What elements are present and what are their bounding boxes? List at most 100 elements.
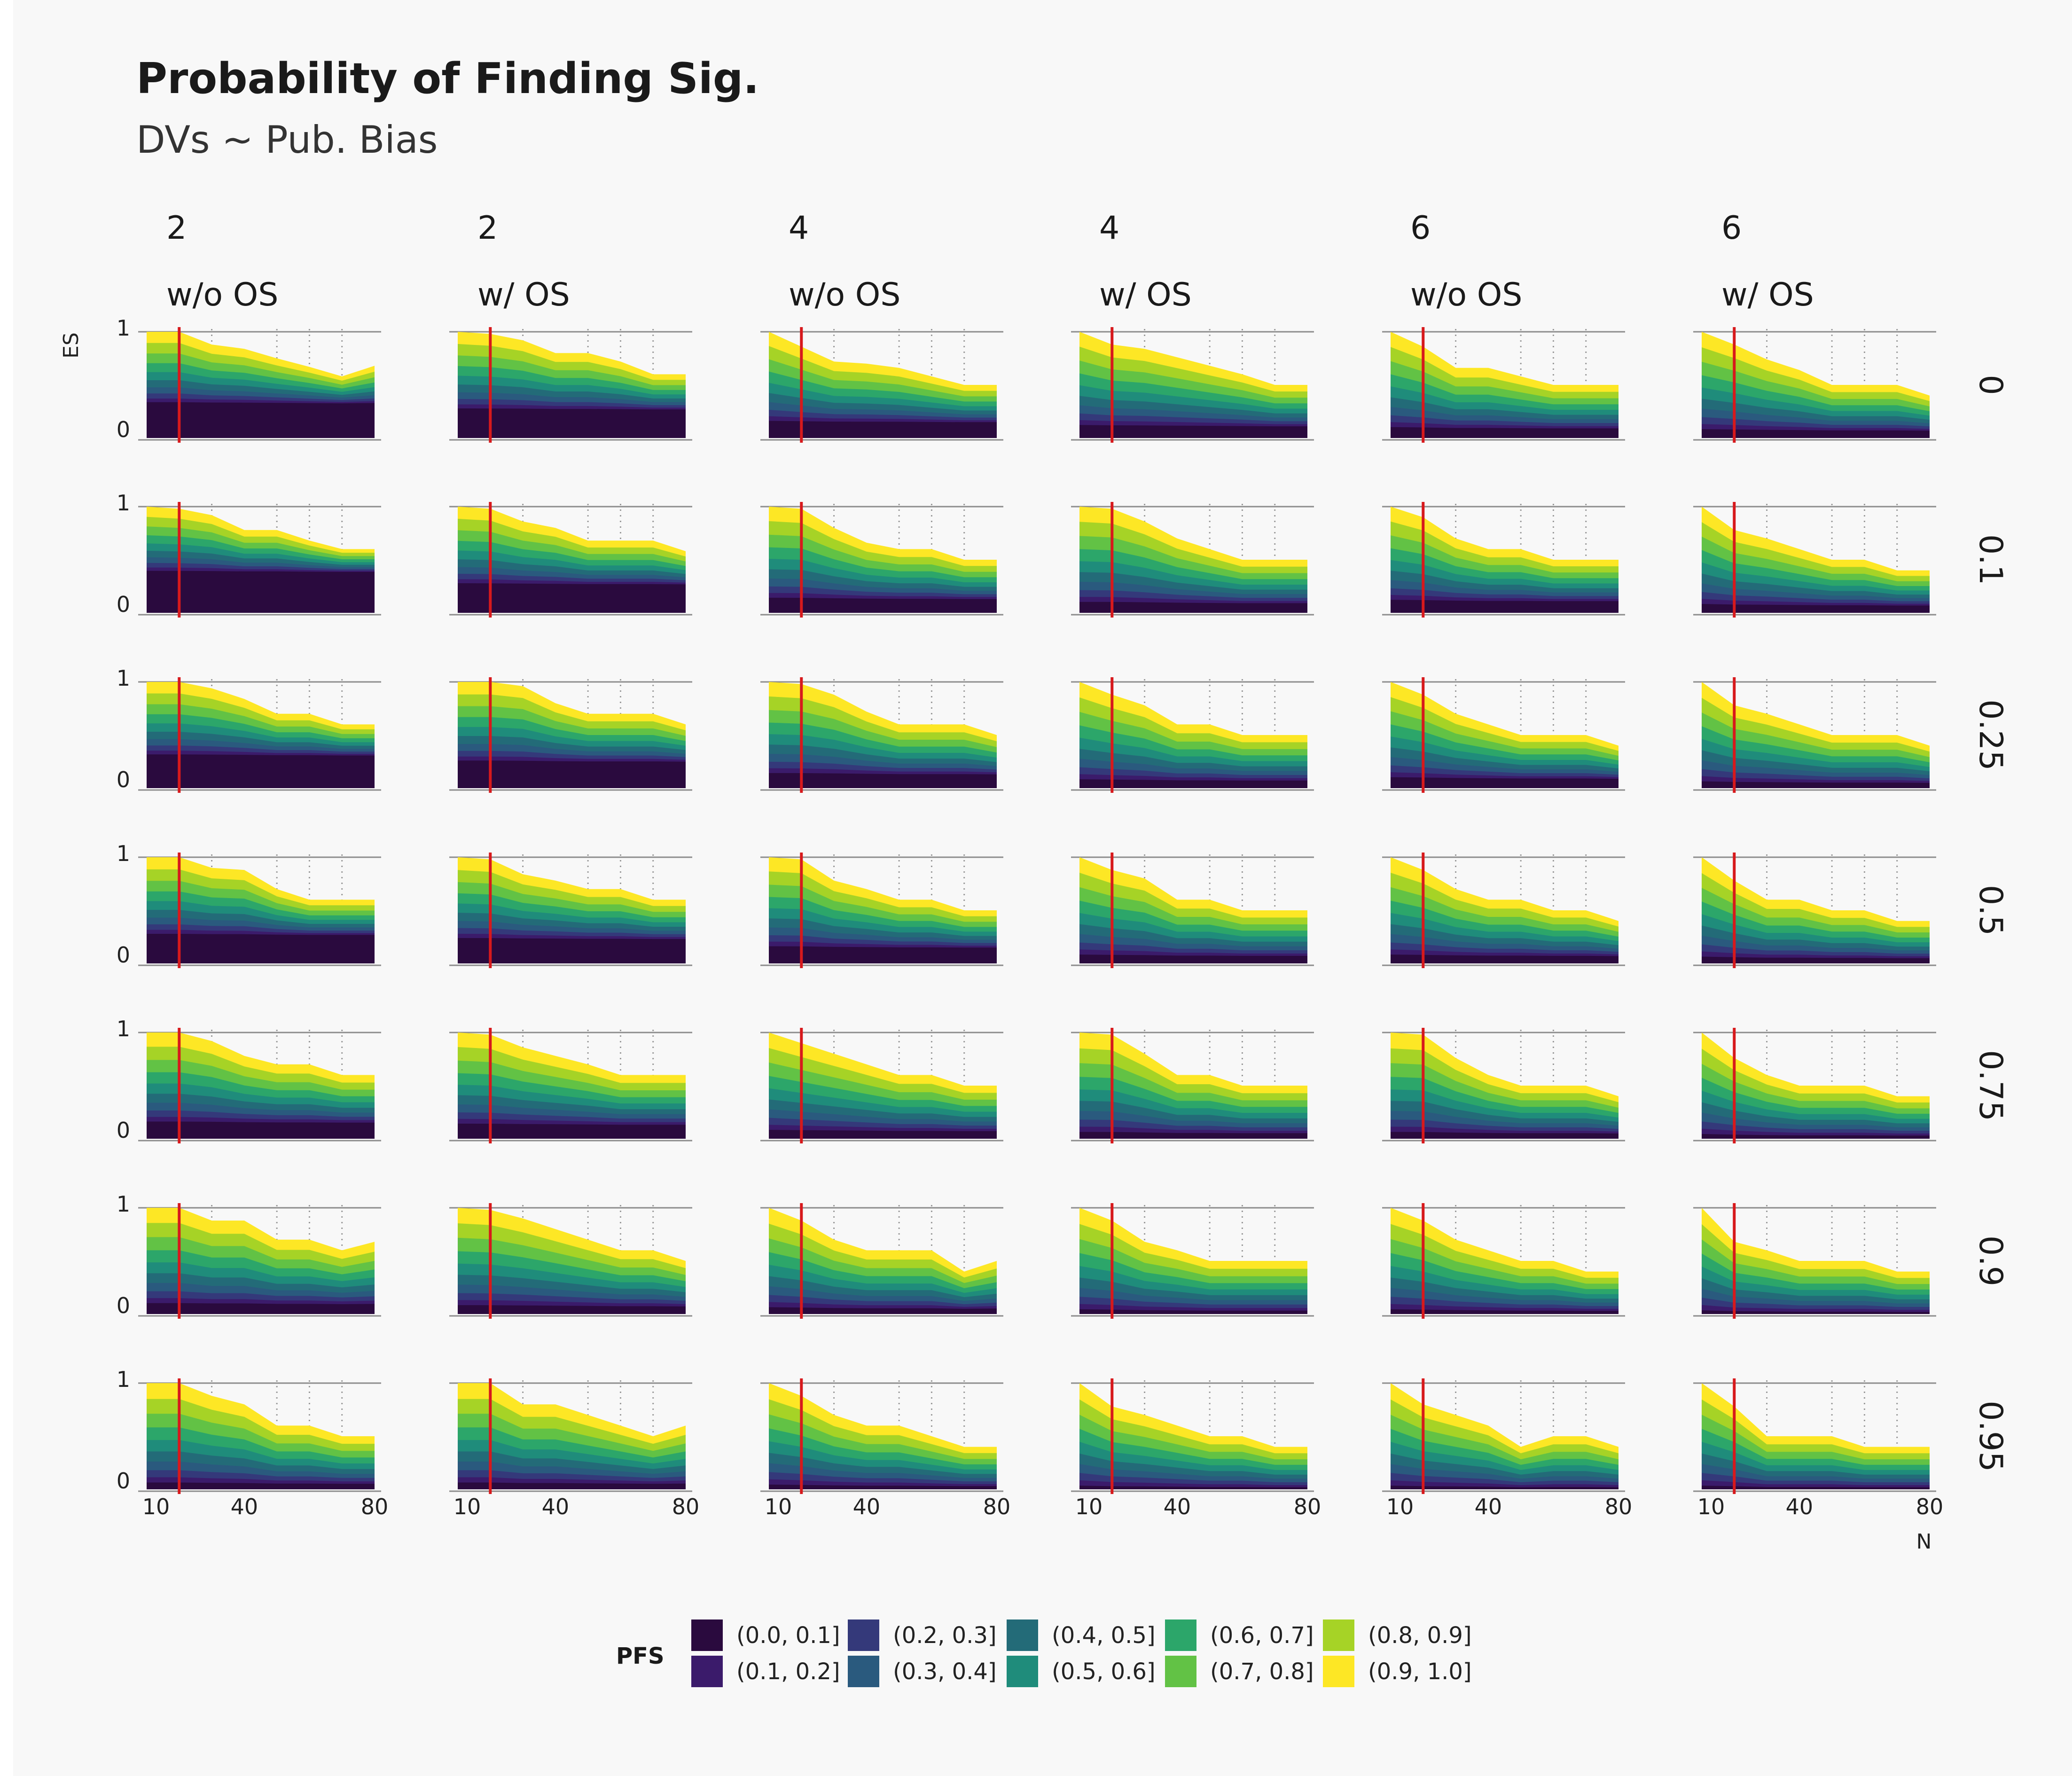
- x-tick-label: 10: [453, 1494, 481, 1519]
- y-tick-label: 1: [117, 490, 130, 516]
- pfs-band: [1702, 961, 1930, 963]
- panel: [1382, 1203, 1625, 1319]
- pfs-band: [458, 775, 686, 788]
- panel: [1382, 677, 1625, 793]
- panel: [760, 502, 1003, 618]
- panel: [1071, 1028, 1314, 1143]
- pfs-band: [1702, 786, 1930, 788]
- y-tick-label: 1: [117, 665, 130, 691]
- legend-swatch: [1165, 1620, 1196, 1651]
- panel: [1382, 1028, 1625, 1143]
- y-tick-label: 0: [117, 1118, 130, 1143]
- pfs-band: [1079, 1313, 1307, 1314]
- panel: [449, 502, 692, 618]
- panel: [449, 1028, 692, 1143]
- column-strip-os: w/ OS: [477, 276, 570, 313]
- pfs-band: [1391, 1313, 1619, 1314]
- x-tick-label: 10: [142, 1494, 170, 1519]
- legend-label: (0.9, 1.0]: [1368, 1659, 1472, 1685]
- legend-swatch: [1323, 1656, 1354, 1687]
- x-tick-label: 40: [1786, 1494, 1814, 1519]
- pfs-band: [1079, 1136, 1307, 1139]
- legend-label: (0.7, 0.8]: [1210, 1659, 1314, 1685]
- x-tick-label: 80: [1916, 1494, 1944, 1519]
- panel: 10: [117, 315, 381, 443]
- panel: [449, 327, 692, 443]
- pfs-band: [1391, 1309, 1619, 1314]
- y-tick-label: 1: [117, 1367, 130, 1392]
- column-strip-os: w/o OS: [1410, 276, 1522, 313]
- y-tick-label: 0: [117, 1293, 130, 1318]
- x-tick-label: 40: [1164, 1494, 1191, 1519]
- y-tick-label: 0: [117, 417, 130, 442]
- pfs-band: [769, 956, 997, 963]
- panel: [1382, 327, 1625, 443]
- chart-subtitle: DVs ~ Pub. Bias: [136, 118, 438, 162]
- legend-swatch: [1323, 1620, 1354, 1651]
- legend: PFS (0.0, 0.1] (0.1, 0.2] (0.2, 0.3] (0.3, …: [616, 1620, 1472, 1687]
- pfs-band: [1079, 609, 1307, 613]
- column-strip-dvs: 2: [477, 210, 498, 247]
- legend-label: (0.1, 0.2]: [736, 1659, 840, 1685]
- panel: [1693, 327, 1936, 443]
- row-strip-es: 0.25: [1972, 699, 2009, 770]
- column-strip-os: w/o OS: [166, 276, 278, 313]
- pfs-band: [769, 606, 997, 613]
- y-tick-label: 1: [117, 841, 130, 866]
- x-tick-label: 80: [1605, 1494, 1633, 1519]
- panel: [760, 1203, 1003, 1319]
- x-axis-label: N: [1916, 1530, 1932, 1554]
- pfs-band: [1702, 1310, 1930, 1314]
- pfs-band: [458, 1487, 686, 1489]
- y-tick-label: 0: [117, 942, 130, 968]
- panel: 10: [117, 1191, 381, 1319]
- row-strip-es: 0.9: [1972, 1236, 2009, 1286]
- x-tick-label: 40: [1475, 1494, 1502, 1519]
- pfs-band: [147, 772, 375, 788]
- legend-swatch: [691, 1656, 723, 1687]
- x-tick-label: 10: [1386, 1494, 1414, 1519]
- panel: [1071, 853, 1314, 968]
- legend-swatch: [1007, 1620, 1038, 1651]
- panel: [1693, 1028, 1936, 1143]
- pfs-band: [1702, 1134, 1930, 1139]
- pfs-band: [1079, 432, 1307, 438]
- panel: [1382, 502, 1625, 618]
- pfs-band: [458, 1132, 686, 1139]
- pfs-band: [769, 1484, 997, 1489]
- pfs-band: [1079, 960, 1307, 963]
- pfs-band: [1391, 1136, 1619, 1139]
- panel: [1071, 327, 1314, 443]
- pfs-band: [458, 1311, 686, 1314]
- column-strip-dvs: 6: [1721, 210, 1742, 247]
- legend-label: (0.6, 0.7]: [1210, 1622, 1314, 1649]
- row-strip-es: 0: [1972, 375, 2009, 395]
- y-tick-label: 1: [117, 1016, 130, 1041]
- pfs-band: [147, 1131, 375, 1139]
- y-tick-label: 0: [117, 1468, 130, 1494]
- chart-canvas: Probability of Finding Sig. DVs ~ Pub. B…: [13, 0, 2072, 1776]
- x-tick-label: 10: [1697, 1494, 1725, 1519]
- panel: [760, 677, 1003, 793]
- panel: [1071, 1203, 1314, 1319]
- pfs-band: [458, 599, 686, 613]
- panel: 10 40 80: [1382, 1378, 1632, 1519]
- pfs-band: [1079, 785, 1307, 788]
- panel: [1071, 502, 1314, 618]
- legend-label: (0.2, 0.3]: [893, 1622, 997, 1649]
- x-tick-label: 40: [231, 1494, 258, 1519]
- x-tick-label: 80: [1294, 1494, 1321, 1519]
- pfs-band: [769, 1312, 997, 1314]
- panel: [760, 327, 1003, 443]
- x-tick-label: 10: [765, 1494, 792, 1519]
- pfs-band: [147, 1487, 375, 1489]
- y-tick-label: 1: [117, 315, 130, 341]
- legend-swatch: [1165, 1656, 1196, 1687]
- panel: [760, 1028, 1003, 1143]
- column-strip-os: w/o OS: [789, 276, 900, 313]
- pfs-band: [1079, 1309, 1307, 1314]
- pfs-band: [1702, 1486, 1930, 1489]
- legend-label: (0.8, 0.9]: [1368, 1622, 1472, 1649]
- y-tick-label: 1: [117, 1191, 130, 1217]
